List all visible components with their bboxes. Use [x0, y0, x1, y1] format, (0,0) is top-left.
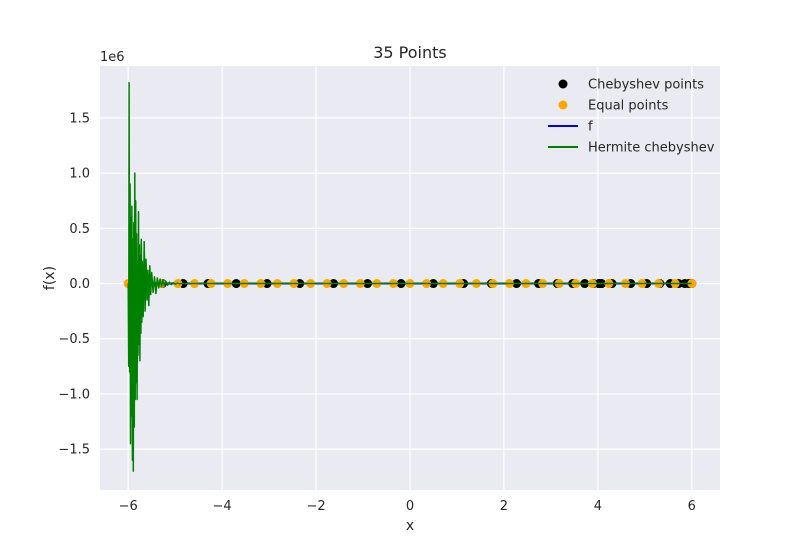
equal-point	[687, 279, 697, 289]
y-tick-label: 0.5	[69, 222, 90, 237]
legend-label: Chebyshev points	[588, 78, 704, 93]
legend-marker	[558, 79, 568, 89]
legend-label: Equal points	[588, 99, 669, 114]
y-tick-label: −1.5	[58, 443, 90, 458]
x-axis-label: x	[406, 518, 414, 534]
y-axis-label: f(x)	[42, 266, 58, 290]
x-tick-label: −2	[306, 499, 325, 514]
legend-marker	[558, 100, 568, 110]
x-tick-label: −4	[213, 499, 232, 514]
legend: Chebyshev points Equal points f Hermite che…	[548, 78, 715, 156]
y-tick-label: 0.0	[69, 277, 90, 292]
legend-label: Hermite chebyshev	[588, 141, 715, 156]
y-offset-text: 1e6	[100, 50, 125, 65]
x-tick-label: −6	[119, 499, 138, 514]
x-tick-label: 4	[594, 499, 602, 514]
chart-title: 35 Points	[373, 43, 447, 62]
x-tick-label: 2	[500, 499, 508, 514]
y-tick-label: −1.0	[58, 387, 90, 402]
y-tick-label: −0.5	[58, 332, 90, 347]
y-tick-label: 1.5	[69, 111, 90, 126]
series-layer	[123, 81, 697, 472]
x-tick-label: 0	[406, 499, 414, 514]
hermite-chebyshev-line	[127, 81, 692, 472]
tick-labels: −6 −4 −2 0 2 4 6 −1.5 −1.0 −0.5 0.0 0.5 1.0 1.5	[58, 111, 696, 514]
y-tick-label: 1.0	[69, 167, 90, 182]
legend-label: f	[588, 120, 593, 135]
x-tick-label: 6	[688, 499, 696, 514]
